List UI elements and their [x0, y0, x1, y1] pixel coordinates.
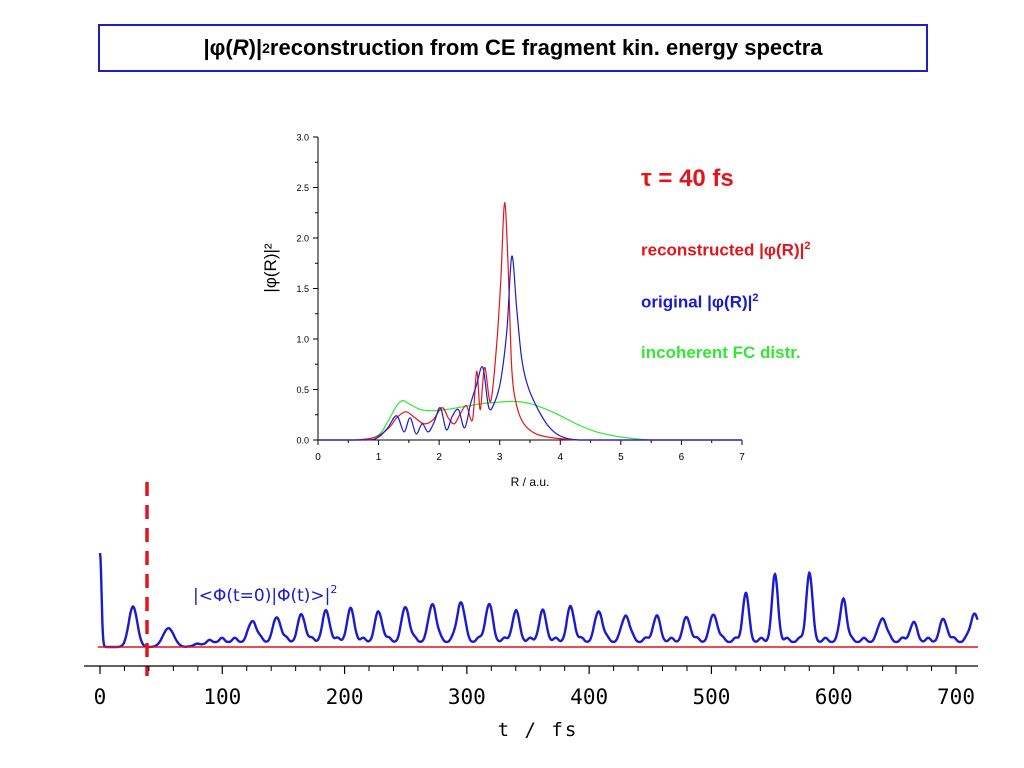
- title-var: R: [232, 35, 249, 60]
- legend-incoherent-text: incoherent FC distr.: [641, 343, 801, 362]
- upper-x-axis-label: R / a.u.: [511, 475, 550, 489]
- title-phi: φ: [209, 35, 226, 60]
- lower-series: [98, 552, 979, 649]
- lower-annotation-sup: 2: [330, 583, 337, 596]
- upper-x-tick-label: 2: [436, 452, 442, 463]
- upper-series-reconstructed: [318, 202, 742, 441]
- lower-series-autocorrelation: [98, 552, 979, 649]
- lower-x-tick-label: 700: [937, 685, 975, 709]
- legend-original-text: original |φ(R)|: [641, 292, 753, 312]
- upper-y-tick-label: 0.0: [296, 436, 309, 446]
- upper-y-tick-label: 1.0: [296, 335, 309, 345]
- lower-x-tick-label: 600: [815, 685, 853, 709]
- upper-y-tick-label: 0.5: [296, 385, 309, 395]
- upper-y-tick-label: 3.0: [296, 133, 309, 143]
- lower-x-tick-label: 100: [203, 685, 241, 709]
- lower-annotation: |<Φ(t=0)|Φ(t)>|2: [193, 583, 337, 606]
- lower-x-tick-label: 0: [94, 685, 107, 709]
- upper-x-tick-label: 3: [497, 452, 503, 463]
- lower-x-tick-label: 500: [692, 685, 730, 709]
- upper-y-tick-label: 1.5: [296, 284, 309, 294]
- lower-x-tick-label: 300: [448, 685, 486, 709]
- upper-x-tick-label: 1: [376, 452, 382, 463]
- title-close: )|: [248, 35, 263, 60]
- upper-y-tick-label: 2.0: [296, 234, 309, 244]
- legend-reconstructed-text: reconstructed |φ(R)|: [641, 240, 805, 260]
- title-rest: reconstruction from CE fragment kin. ene…: [269, 35, 823, 60]
- lower-x-ticks: 0 100 200 300 400 500 600 700: [94, 666, 975, 709]
- legend-original-sup: 2: [752, 292, 759, 304]
- upper-x-ticks: 0 1 2 3 4 5 6 7: [315, 440, 745, 463]
- slide-title: | φ(R)| 2 reconstruction from CE fragment …: [98, 24, 928, 72]
- upper-y-tick-label: 2.5: [296, 183, 309, 193]
- upper-series: [318, 202, 742, 441]
- upper-x-tick-label: 6: [679, 452, 685, 463]
- title-sup: 2: [262, 40, 270, 56]
- upper-series-original: [318, 255, 742, 441]
- lower-x-axis-label: t / fs: [498, 719, 579, 741]
- lower-annotation-text: |<Φ(t=0)|Φ(t)>|: [193, 586, 330, 606]
- lower-chart: 0 100 200 300 400 500 600 700 t / fs |<Φ(t=0)|Φ…: [84, 482, 979, 741]
- legend-reconstructed-sup: 2: [804, 240, 811, 252]
- upper-y-axis-label: |φ(R)|²: [261, 243, 280, 292]
- upper-x-tick-label: 7: [739, 452, 745, 463]
- legend-reconstructed: reconstructed |φ(R)|2: [641, 240, 810, 261]
- title-open: (: [225, 35, 233, 60]
- upper-y-ticks: 0.0 0.5 1.0 1.5 2.0 2.5 3.0: [296, 133, 318, 446]
- upper-x-tick-label: 4: [558, 452, 564, 463]
- legend-incoherent: incoherent FC distr.: [641, 343, 801, 363]
- title-prefix: |: [203, 35, 210, 60]
- lower-x-tick-label: 200: [326, 685, 364, 709]
- legend-original: original |φ(R)|2: [641, 292, 759, 313]
- tau-label: τ = 40 fs: [641, 165, 734, 192]
- upper-x-tick-label: 5: [618, 452, 624, 463]
- upper-x-tick-label: 0: [315, 452, 321, 463]
- lower-x-tick-label: 400: [570, 685, 608, 709]
